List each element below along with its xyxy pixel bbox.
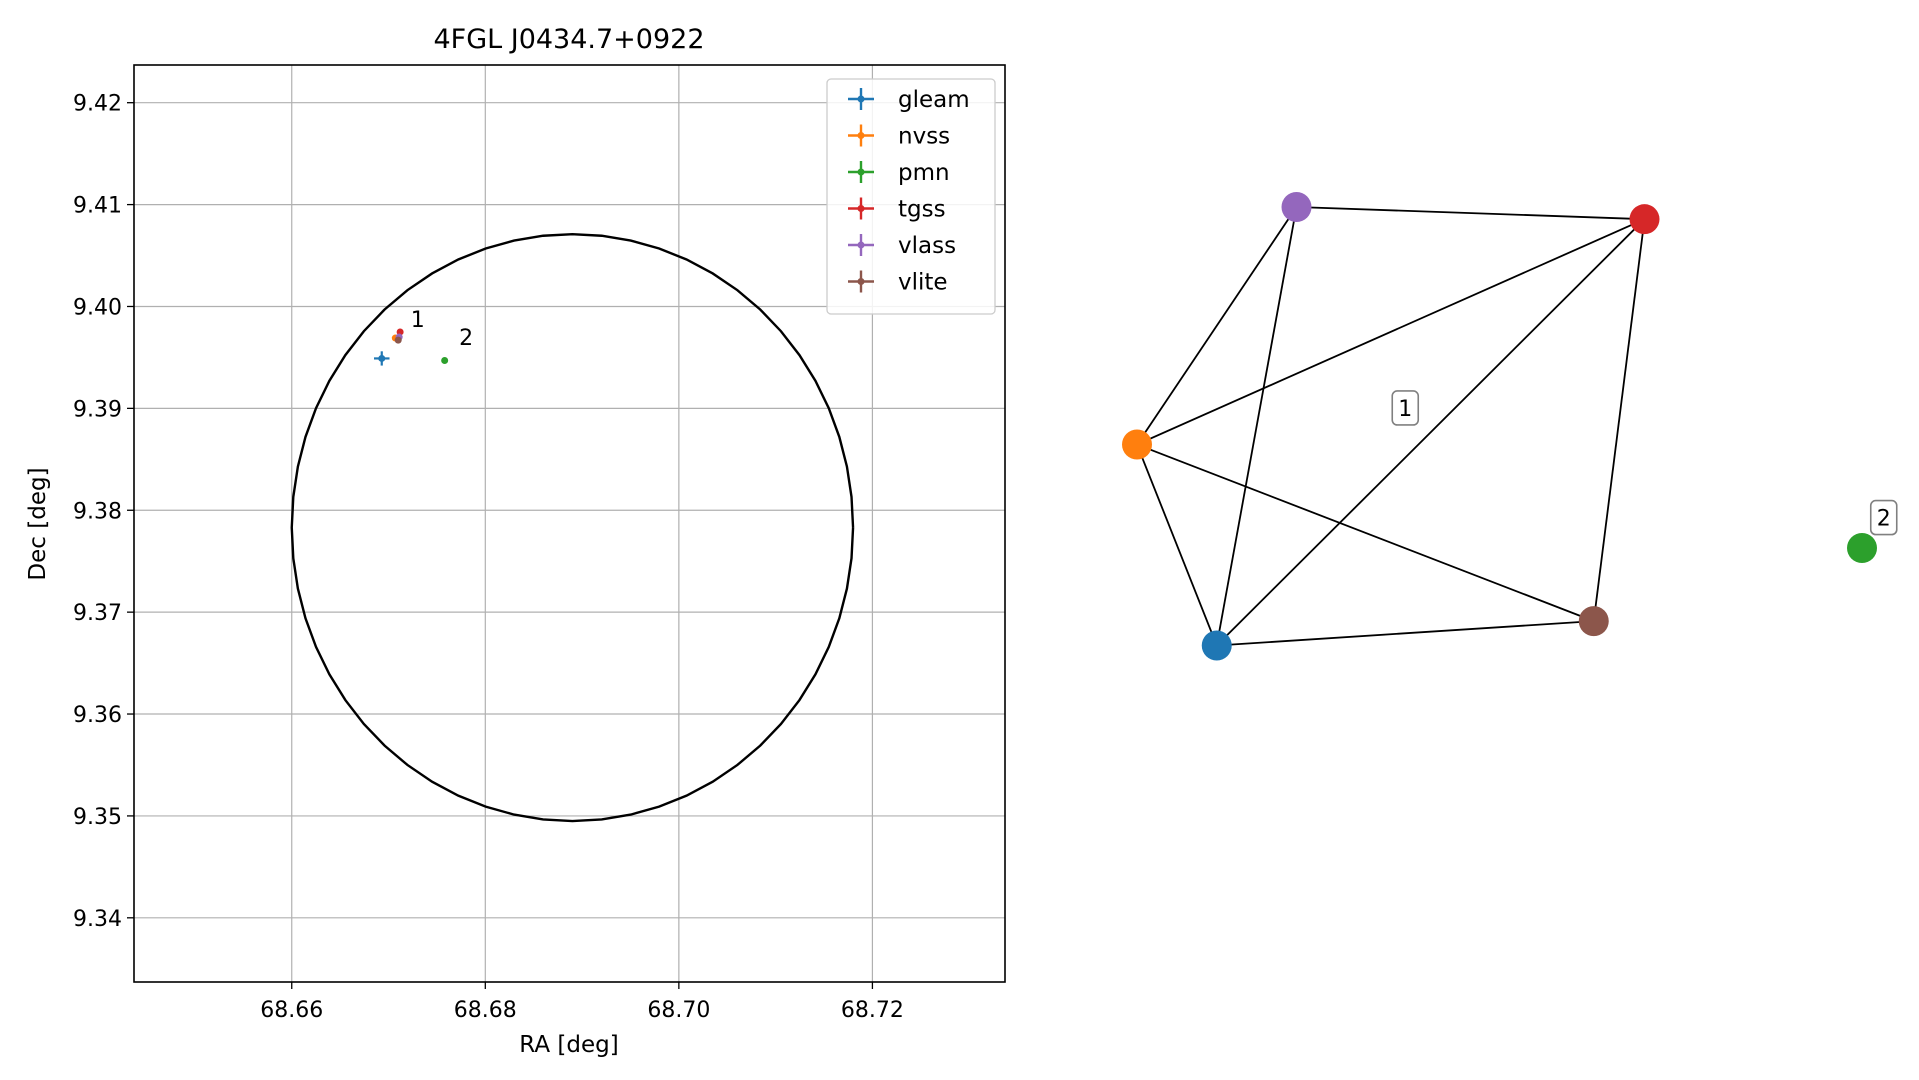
x-tick-label: 68.66 — [260, 998, 323, 1023]
plot-title: 4FGL J0434.7+0922 — [433, 24, 704, 55]
edge-tgss-nvss — [1136, 218, 1645, 446]
edge-vlass-gleam — [1215, 206, 1298, 646]
point-marker — [394, 336, 402, 344]
sky-plot: 4FGL J0434.7+0922 12 68.66 68.68 68.70 68.7… — [25, 24, 1006, 1058]
point-gleam — [374, 351, 390, 366]
legend-label: nvss — [898, 124, 950, 150]
legend-entry-nvss: nvss — [848, 124, 950, 150]
y-tick-label: 9.41 — [73, 194, 122, 219]
legend-label: gleam — [898, 87, 970, 113]
y-tick-label: 9.36 — [73, 703, 122, 728]
node-pmn — [1847, 533, 1877, 564]
legend-marker — [857, 241, 865, 249]
cluster-label-box — [1391, 390, 1420, 426]
legend-marker — [857, 132, 865, 139]
cluster-label-box — [1869, 499, 1898, 536]
legend-label: tgss — [898, 197, 946, 223]
edge-nvss-vlite — [1136, 443, 1595, 622]
cluster-label-1: 1 — [1391, 390, 1420, 426]
legend-entry-gleam: gleam — [848, 87, 970, 113]
edge-tgss-gleam — [1216, 218, 1646, 647]
legend-marker — [857, 205, 865, 212]
y-tick-label: 9.42 — [73, 92, 122, 117]
y-axis-label: Dec [deg] — [25, 467, 51, 580]
legend-entry-vlass: vlass — [848, 233, 956, 259]
error-ellipse-outline — [290, 232, 855, 823]
legend: gleam nvss pmn tgss vlass vlite — [826, 78, 996, 315]
legend-marker — [857, 168, 865, 176]
legend-box — [826, 78, 996, 315]
legend-marker — [857, 95, 865, 103]
network-graph: 12 — [1122, 192, 1898, 661]
cluster-label-text: 2 — [1877, 507, 1891, 532]
legend-entry-pmn: pmn — [848, 160, 950, 186]
y-tick-label: 9.35 — [73, 805, 122, 830]
point-annotations: 12 — [411, 308, 473, 351]
legend-label: vlite — [898, 270, 948, 296]
edge-gleam-vlite — [1216, 620, 1594, 647]
legend-entry-tgss: tgss — [848, 197, 946, 223]
edge-tgss-vlite — [1592, 219, 1646, 622]
legend-marker — [857, 278, 865, 285]
error-ellipse — [290, 232, 855, 823]
y-tick-label: 9.40 — [73, 295, 122, 320]
x-tick-label: 68.70 — [647, 998, 710, 1023]
edge-vlass-nvss — [1136, 206, 1298, 446]
edge-vlass-tgss — [1296, 206, 1645, 221]
y-axis-ticks: 9.34 9.35 9.36 9.37 9.38 9.39 9.40 9.41 9.42 — [73, 92, 134, 932]
x-tick-label: 68.68 — [454, 998, 517, 1023]
legend-label: vlass — [898, 233, 956, 259]
point-marker — [441, 356, 449, 364]
graph-nodes — [1122, 192, 1877, 661]
legend-label: pmn — [898, 160, 950, 186]
x-tick-label: 68.72 — [841, 998, 904, 1023]
y-tick-label: 9.38 — [73, 499, 122, 524]
data-points — [374, 328, 449, 366]
node-nvss — [1122, 429, 1152, 460]
edge-nvss-gleam — [1136, 444, 1218, 646]
node-vlite — [1578, 606, 1609, 637]
point-vlite — [394, 336, 402, 344]
x-axis-ticks: 68.66 68.68 68.70 68.72 — [260, 982, 904, 1023]
legend-entry-vlite: vlite — [848, 270, 948, 296]
point-marker — [378, 354, 386, 362]
cluster-label-2: 2 — [1869, 499, 1898, 536]
node-tgss — [1629, 204, 1660, 235]
y-tick-label: 9.34 — [73, 907, 122, 932]
cluster-labels: 12 — [1391, 390, 1898, 536]
y-tick-label: 9.37 — [73, 601, 122, 626]
cluster-label-text: 1 — [1398, 397, 1412, 422]
y-tick-label: 9.39 — [73, 397, 122, 422]
point-annotation: 2 — [459, 326, 473, 351]
x-axis-label: RA [deg] — [519, 1032, 618, 1058]
plot-frame — [133, 64, 1006, 983]
point-pmn — [441, 356, 449, 364]
node-gleam — [1201, 630, 1232, 661]
point-annotation: 1 — [411, 308, 425, 333]
node-vlass — [1281, 192, 1312, 222]
graph-edges — [1136, 206, 1646, 647]
